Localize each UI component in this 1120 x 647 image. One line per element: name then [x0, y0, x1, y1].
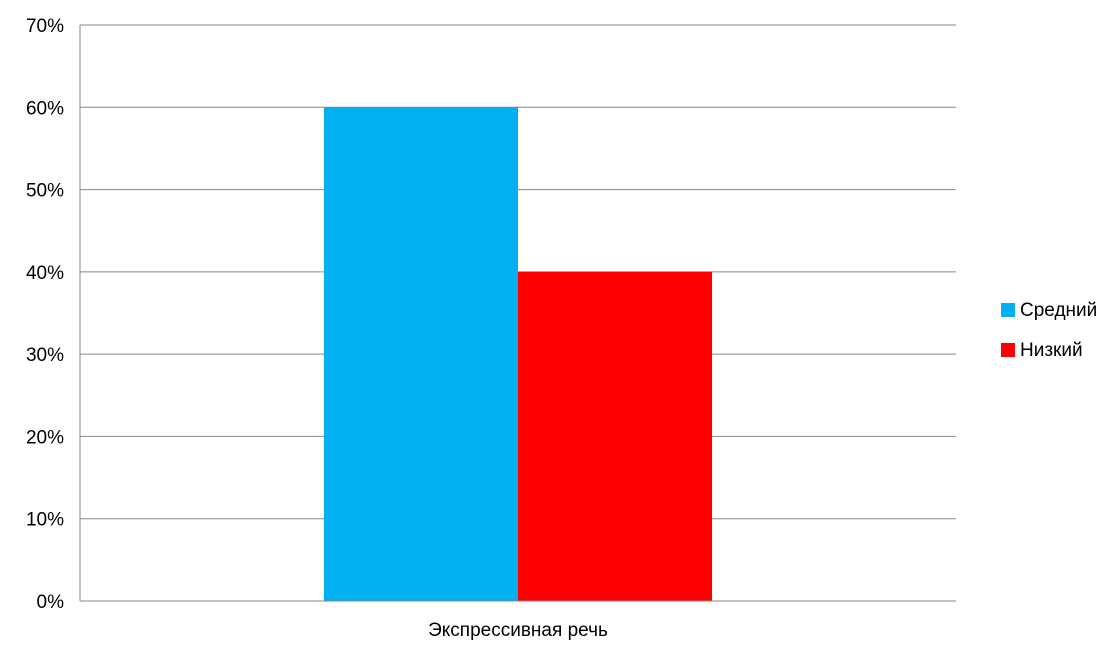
- y-tick-label: 0%: [37, 592, 65, 613]
- y-tick-label: 30%: [26, 345, 64, 366]
- bar-srednij: [323, 107, 518, 602]
- y-axis-tick-labels: 0% 10% 20% 30% 40% 50% 60% 70%: [26, 16, 64, 613]
- x-axis-category-labels: Экспрессивная речь: [428, 620, 608, 641]
- bars: [323, 107, 713, 602]
- y-tick-label: 50%: [26, 181, 64, 202]
- legend: Средний Низкий: [1001, 300, 1097, 361]
- legend-swatch: [1001, 303, 1015, 317]
- y-tick-label: 40%: [26, 263, 64, 284]
- x-category-label: Экспрессивная речь: [428, 620, 608, 641]
- legend-label: Средний: [1020, 300, 1097, 321]
- y-tick-label: 60%: [26, 98, 64, 119]
- legend-label: Низкий: [1020, 340, 1083, 361]
- y-tick-label: 20%: [26, 427, 64, 448]
- legend-swatch: [1001, 343, 1015, 357]
- y-tick-label: 10%: [26, 510, 64, 531]
- bar-nizkij: [518, 271, 713, 601]
- y-tick-label: 70%: [26, 16, 64, 37]
